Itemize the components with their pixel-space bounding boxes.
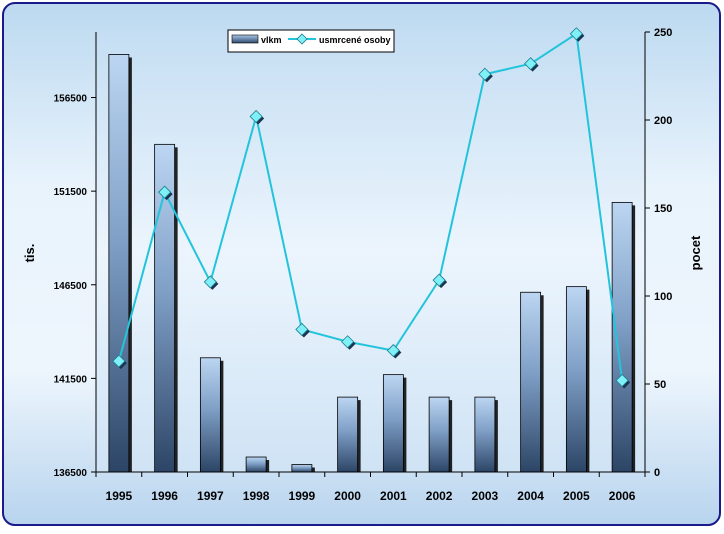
bar-2005: [565, 286, 587, 473]
legend-bar-swatch: [231, 34, 259, 44]
left-tick-label: 151500: [54, 187, 88, 198]
left-tick-label: 146500: [54, 281, 88, 292]
bar-2000: [337, 396, 359, 473]
marker-1999: [295, 322, 309, 337]
bar-2001: [382, 374, 404, 473]
marker-1997: [203, 275, 217, 289]
x-tick-label: 2002: [426, 489, 453, 503]
left-tick-labels: 136500 141500 146500 151500 156500: [54, 94, 96, 479]
marker-1996: [158, 185, 172, 199]
bar-2003: [474, 396, 496, 473]
bar-1997: [199, 357, 221, 473]
marker-2006: [615, 373, 629, 388]
line-usmrcene-osoby: [117, 32, 624, 381]
marker-1998: [249, 109, 263, 124]
bar-2002: [428, 396, 450, 473]
x-tick-label: 2006: [609, 489, 636, 503]
marker-2001: [386, 343, 400, 358]
right-tick-label: 150: [654, 203, 672, 215]
bar-1995: [108, 54, 130, 473]
line-layer: [112, 27, 631, 389]
x-tick-label: 2000: [334, 489, 361, 503]
bar-2006: [611, 201, 633, 473]
marker-2000: [341, 335, 355, 349]
right-tick-label: 200: [654, 115, 672, 127]
plot-area: [96, 32, 645, 472]
left-tick-label: 141500: [54, 374, 88, 385]
bar-1998: [245, 456, 267, 473]
x-tick-label: 1995: [106, 489, 133, 503]
right-tick-label: 250: [654, 27, 672, 39]
x-tick-label: 2001: [380, 489, 407, 503]
legend: vlkm usmrcené osoby: [227, 29, 395, 53]
left-tick-label: 156500: [54, 94, 88, 105]
x-tick-label: 2005: [563, 489, 590, 503]
marker-1995: [112, 354, 126, 368]
x-tick-label: 2004: [517, 489, 544, 503]
x-tick-label: 1998: [243, 489, 270, 503]
marker-2005: [569, 27, 583, 41]
legend-box: [227, 29, 395, 53]
legend-diamond-marker: [296, 33, 308, 45]
marker-2003: [478, 67, 492, 81]
bar-1999: [291, 464, 313, 473]
x-tick-labels: 1995 1996 1997 1998 1999 2000 2001 2002 2003 2004…: [95, 472, 646, 503]
y-axis-left-label: tis.: [22, 244, 37, 263]
marker-2002: [432, 273, 446, 287]
marker-2004: [524, 57, 538, 71]
bar-2004: [520, 291, 542, 473]
x-tick-label: 1996: [151, 489, 178, 503]
right-tick-label: 50: [654, 379, 666, 391]
x-tick-label: 2003: [472, 489, 499, 503]
legend-label-bars: vlkm: [261, 35, 282, 45]
right-tick-label: 0: [654, 467, 660, 479]
right-tick-labels: 0 50 100 150 200 250: [645, 27, 672, 479]
x-tick-label: 1997: [197, 489, 224, 503]
legend-label-line: usmrcené osoby: [319, 35, 391, 45]
left-tick-label: 136500: [54, 468, 88, 479]
y-axis-right-label: pocet: [688, 235, 703, 270]
x-tick-label: 1999: [289, 489, 316, 503]
right-tick-label: 100: [654, 291, 672, 303]
bars-layer: [108, 54, 636, 473]
